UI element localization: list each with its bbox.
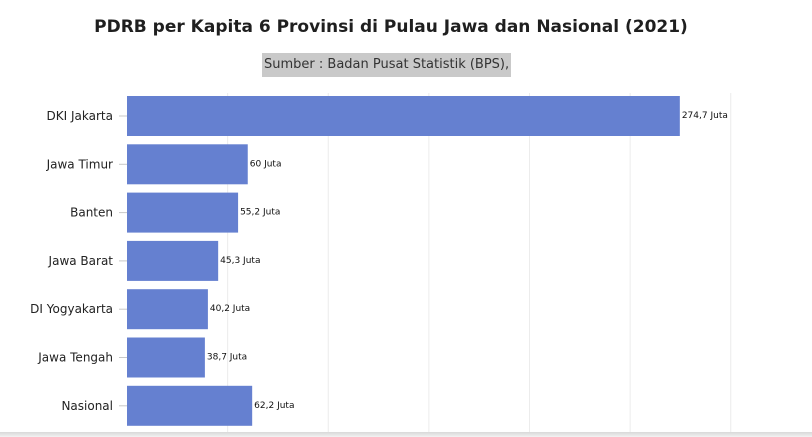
bar [127, 96, 680, 136]
data-label: 60 Juta [250, 159, 282, 169]
category-label: DI Yogyakarta [30, 302, 113, 316]
data-label: 55,2 Juta [240, 208, 280, 218]
data-label: 274,7 Juta [682, 111, 728, 121]
category-label: Banten [70, 206, 113, 220]
data-label: 40,2 Juta [210, 304, 250, 314]
bar [127, 192, 239, 233]
data-label: 62,2 Juta [254, 401, 294, 411]
category-label: Nasional [61, 399, 113, 413]
data-label: 38,7 Juta [207, 353, 247, 363]
bar [127, 144, 248, 185]
bar [127, 385, 253, 426]
chart-title: PDRB per Kapita 6 Provinsi di Pulau Jawa… [94, 17, 688, 37]
category-label: Jawa Timur [46, 157, 113, 171]
chart-subtitle: Sumber : Badan Pusat Statistik (BPS), [262, 53, 512, 77]
category-label: DKI Jakarta [47, 109, 113, 123]
category-label: Jawa Tengah [37, 351, 113, 365]
bottom-divider [0, 432, 812, 437]
bar [127, 289, 208, 330]
bar [127, 337, 205, 378]
bar [127, 240, 219, 281]
data-label: 45,3 Juta [220, 256, 260, 266]
category-label: Jawa Barat [48, 254, 114, 268]
